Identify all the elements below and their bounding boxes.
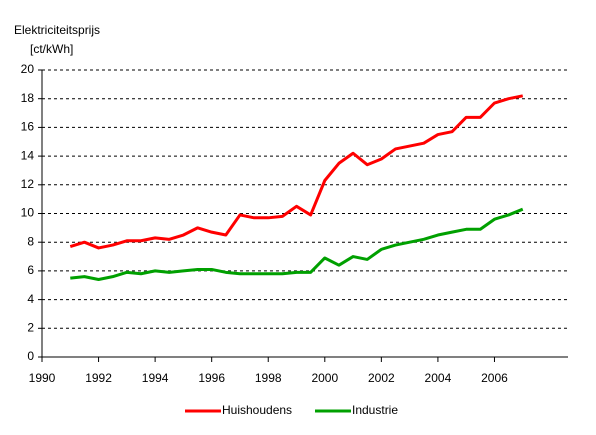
y-tick-label: 20 [21, 62, 35, 76]
y-tick-label: 16 [21, 120, 35, 134]
legend-label: Huishoudens [222, 403, 292, 417]
x-tick-label: 1994 [142, 371, 169, 385]
x-tick-label: 2004 [425, 371, 452, 385]
y-tick-label: 14 [21, 148, 35, 162]
chart-title: Elektriciteitsprijs [14, 23, 100, 37]
legend-label: Industrie [352, 403, 398, 417]
data-line [69, 94, 524, 250]
y-tick-label: 4 [27, 292, 34, 306]
y-tick-label: 18 [21, 91, 35, 105]
y-axis-label: [ct/kWh] [30, 42, 73, 56]
x-tick-label: 2002 [368, 371, 395, 385]
y-tick-label: 8 [27, 234, 34, 248]
y-tick-label: 0 [27, 349, 34, 363]
data-line [70, 207, 524, 282]
x-tick-label: 1996 [198, 371, 225, 385]
y-tick-label: 2 [27, 320, 34, 334]
x-tick-label: 1990 [29, 371, 56, 385]
x-tick-label: 2000 [311, 371, 338, 385]
x-tick-label: 2006 [481, 371, 508, 385]
y-tick-label: 6 [27, 263, 34, 277]
y-tick-label: 10 [21, 206, 35, 220]
y-tick-label: 12 [21, 177, 35, 191]
x-tick-label: 1992 [85, 371, 112, 385]
x-tick-label: 1998 [255, 371, 282, 385]
